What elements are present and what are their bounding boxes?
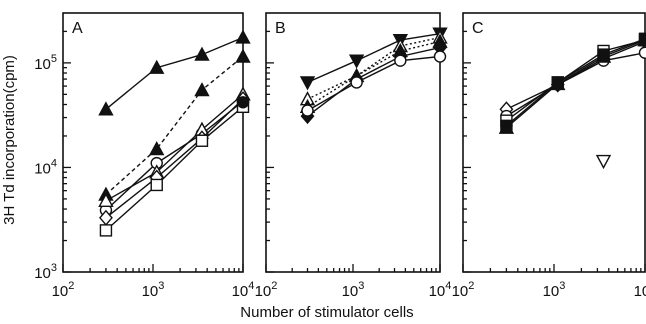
x-tick-label: 102 (452, 280, 475, 300)
series-6 (99, 100, 250, 237)
data-point (595, 48, 612, 63)
series-line (505, 39, 646, 129)
series-line (307, 36, 441, 100)
series-line (505, 38, 646, 127)
series-5 (498, 32, 646, 134)
chart-panels: A102103104103104105B102103104C102103104 (34, 12, 646, 300)
data-point (236, 96, 250, 109)
x-tick-label: 102 (255, 280, 278, 300)
data-point (98, 192, 114, 207)
series-line (105, 98, 244, 219)
series-line (307, 33, 441, 84)
data-point (99, 224, 113, 237)
y-tick-label: 103 (34, 262, 57, 282)
series-1 (98, 29, 251, 116)
series-line (105, 55, 244, 196)
panel-label: C (472, 20, 484, 37)
x-axis-label: Number of stimulator cells (240, 304, 413, 321)
data-point (149, 59, 165, 74)
series-4 (98, 86, 251, 207)
series-line (105, 93, 244, 202)
series-5 (99, 91, 250, 226)
data-point (194, 82, 210, 97)
data-point (637, 32, 646, 47)
data-point (235, 48, 251, 63)
y-tick-label: 104 (34, 157, 57, 177)
data-point (350, 76, 363, 89)
x-tick-label: 103 (142, 280, 165, 300)
data-point (235, 29, 251, 44)
series-line (505, 39, 646, 122)
series-6 (595, 154, 612, 170)
series-2 (98, 48, 251, 201)
series-line (105, 36, 244, 110)
panel-label: A (72, 20, 83, 37)
data-point (195, 134, 209, 147)
x-tick-label: 104 (634, 280, 646, 300)
data-point (194, 46, 210, 61)
x-tick-label: 103 (342, 280, 365, 300)
x-tick-label: 104 (429, 280, 452, 300)
data-point (98, 101, 114, 116)
data-point (638, 46, 646, 59)
data-point (498, 119, 515, 134)
series-line (307, 46, 441, 117)
data-point (149, 141, 165, 156)
data-point (550, 75, 566, 91)
data-point (150, 178, 163, 192)
series-7 (236, 96, 250, 109)
data-point (394, 54, 407, 67)
series-line (506, 52, 646, 117)
series-2 (500, 46, 646, 123)
panel-B: B 102 103 104 (255, 12, 452, 300)
x-tick-label: 103 (543, 280, 566, 300)
series-line (105, 106, 244, 231)
y-tick-label: 105 (34, 53, 57, 73)
panel-frame (265, 12, 441, 273)
panel-C: C 102 103 104 (452, 12, 646, 300)
x-tick-label: 102 (52, 280, 75, 300)
data-point (595, 154, 612, 170)
panel-label: B (275, 20, 286, 37)
panel-frame (462, 12, 646, 273)
data-point (433, 50, 447, 63)
series-2 (299, 29, 448, 106)
x-tick-label: 104 (232, 280, 255, 300)
series-5 (301, 50, 447, 117)
data-point (299, 76, 316, 91)
series-line (506, 40, 646, 110)
data-point (348, 54, 365, 69)
y-axis-label: 3H Td incorporation(cpm) (1, 55, 18, 225)
series-line (307, 55, 441, 112)
panel-frame (62, 12, 244, 273)
data-point (301, 104, 314, 117)
